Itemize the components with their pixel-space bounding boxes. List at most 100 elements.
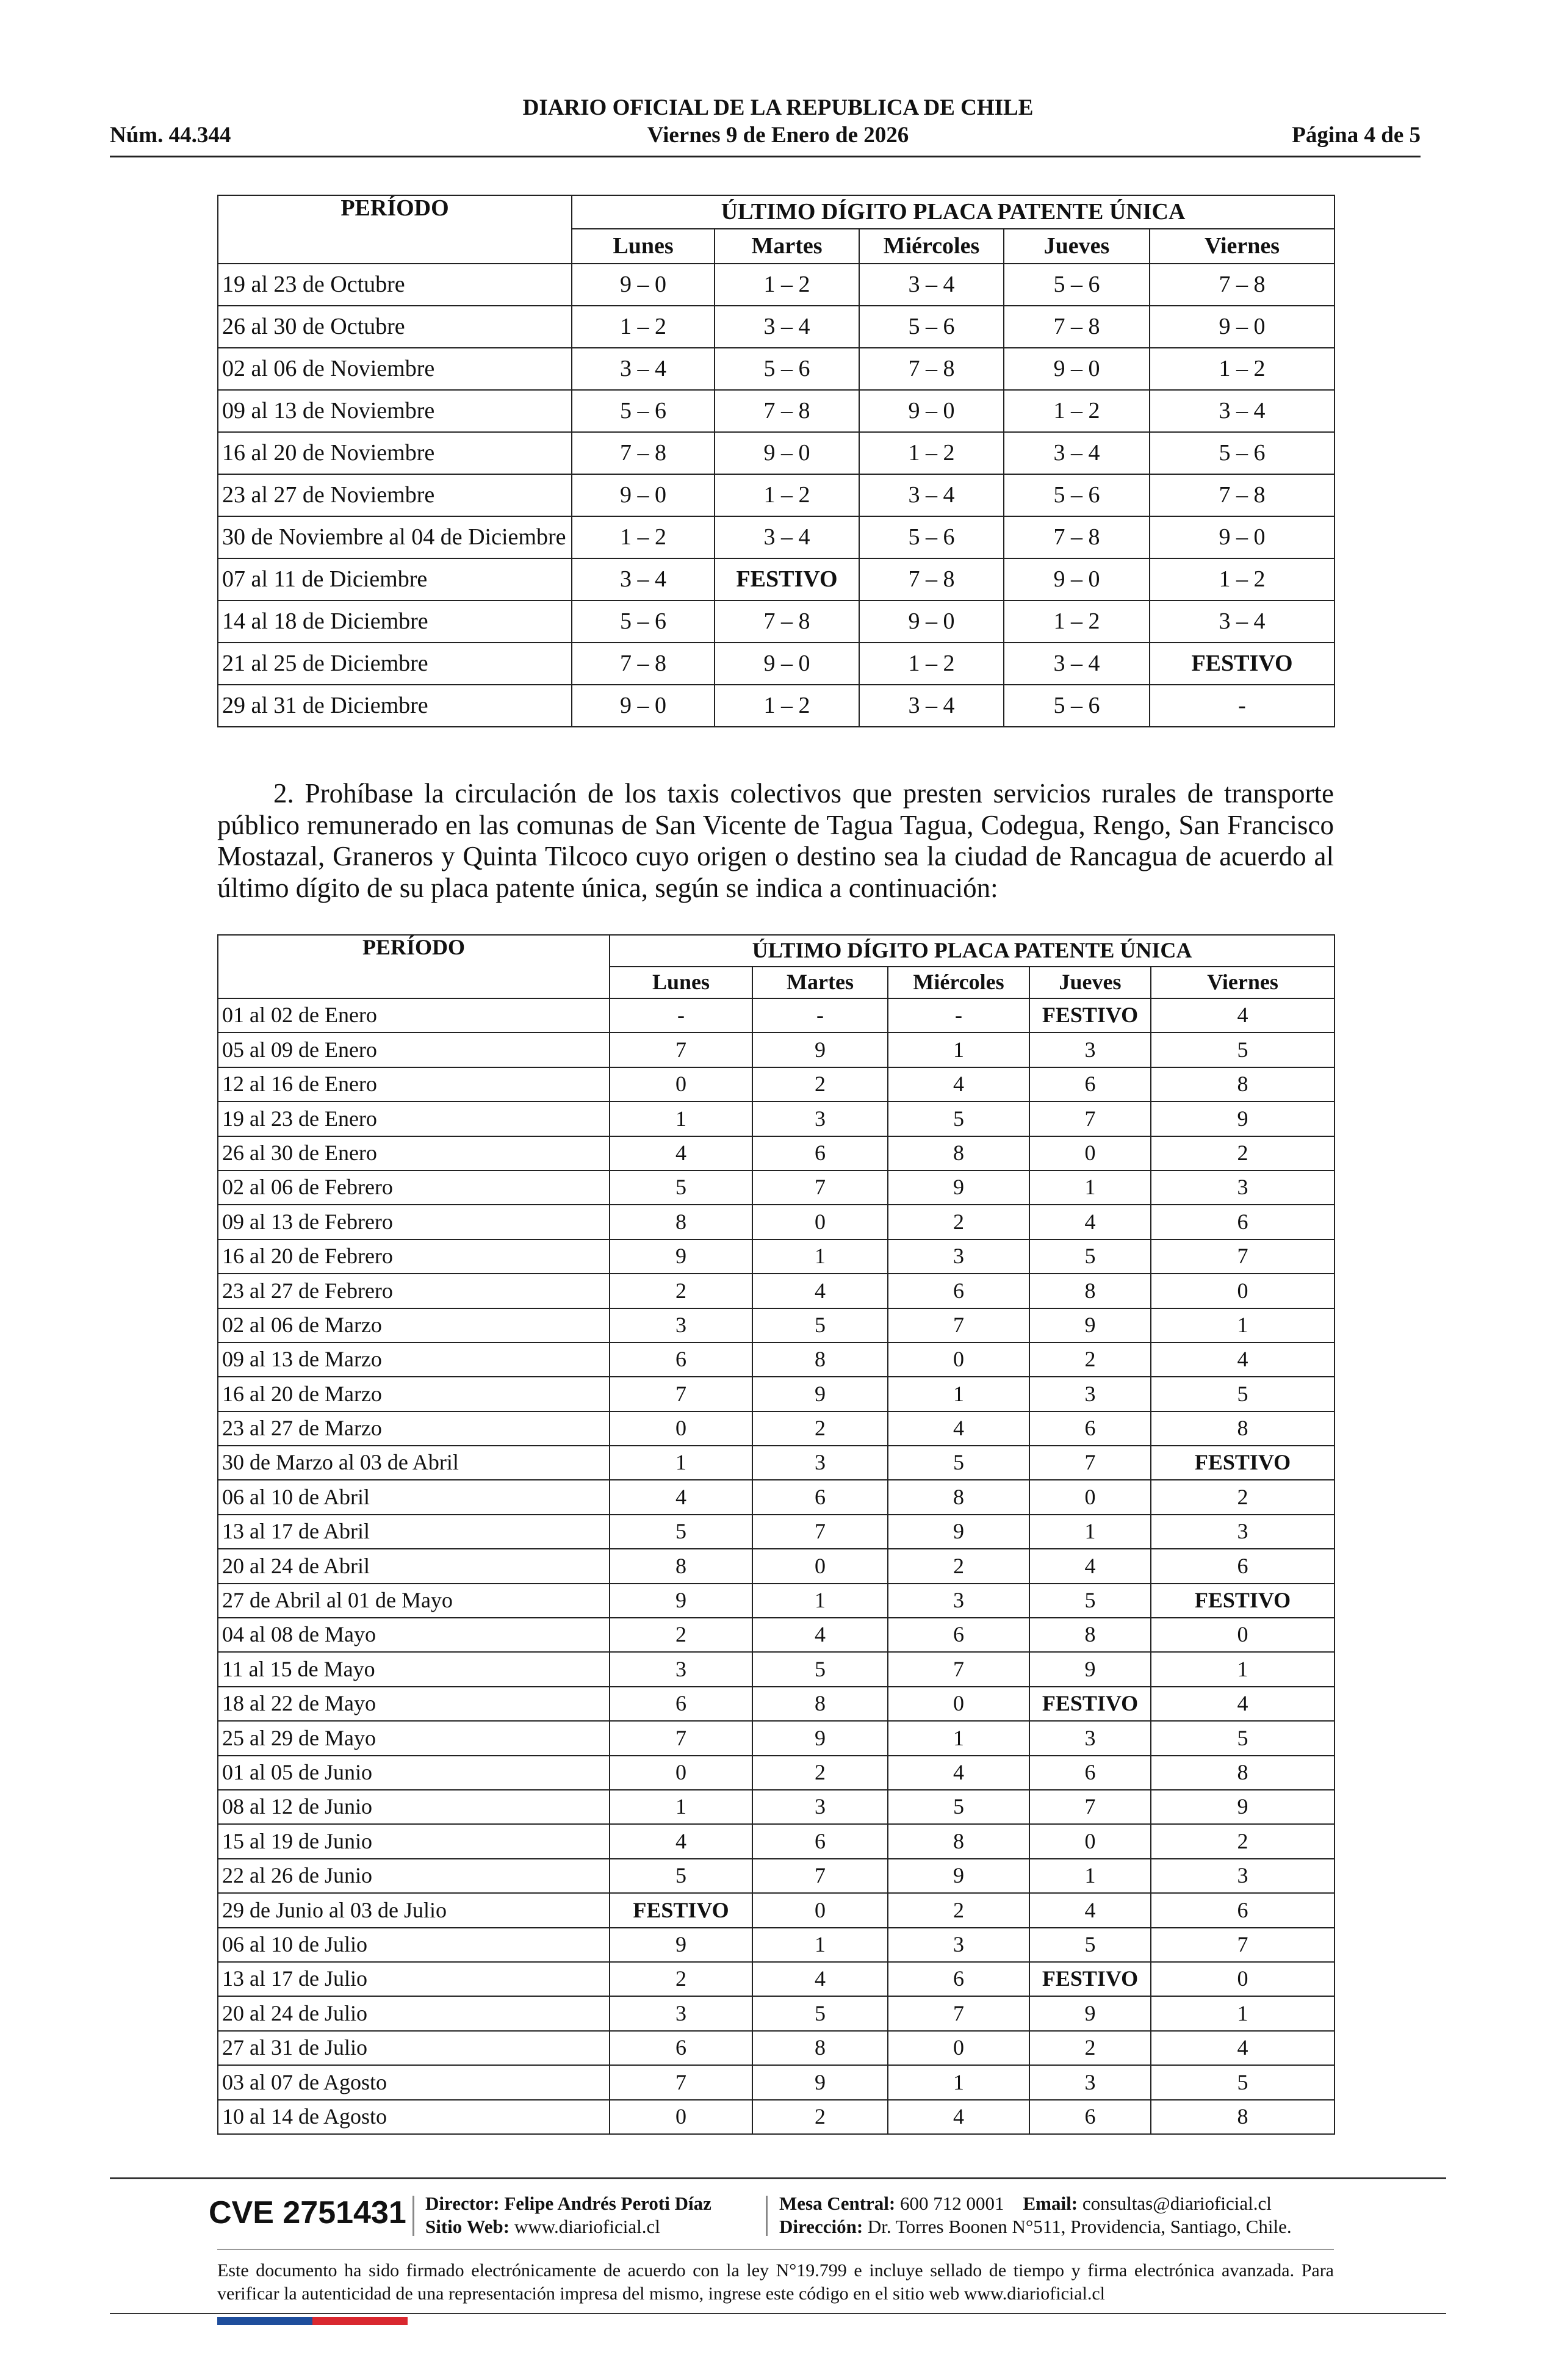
table-row: 03 al 07 de Agosto 7 9 1 3 5 <box>217 2064 1336 2101</box>
digit-cell: 8 <box>887 1135 1030 1171</box>
digit-cell: 9 – 0 <box>859 389 1004 433</box>
period-cell: 09 al 13 de Febrero <box>217 1204 610 1240</box>
digit-cell: 2 <box>609 1273 753 1309</box>
digit-cell: 1 – 2 <box>571 305 715 348</box>
digit-cell: 8 <box>752 1341 888 1378</box>
digit-cell: 6 <box>752 1479 888 1515</box>
digit-cell: 4 <box>887 1754 1030 1790</box>
digit-cell: 7 <box>1029 1101 1151 1137</box>
digit-cell: 9 <box>1150 1101 1336 1137</box>
digit-cell: 2 <box>609 1617 753 1653</box>
digit-cell: 4 <box>752 1273 888 1309</box>
period-cell: 30 de Noviembre al 04 de Diciembre <box>217 516 572 559</box>
digit-cell: 5 <box>752 1651 888 1687</box>
digit-cell: 7 – 8 <box>714 389 860 433</box>
digit-cell: 3 <box>609 1307 753 1343</box>
digit-cell: 9 <box>752 1032 888 1068</box>
digit-cell: 7 <box>1150 1238 1336 1275</box>
digit-cell: 5 <box>1150 2064 1336 2101</box>
digit-cell: 1 <box>887 1032 1030 1068</box>
digit-cell: 1 <box>1150 1651 1336 1687</box>
column-header: Miércoles <box>887 966 1030 999</box>
digit-cell: 7 <box>752 1858 888 1894</box>
digit-cell: 0 <box>1029 1479 1151 1515</box>
digit-cell: 7 <box>1029 1445 1151 1481</box>
digit-cell: 7 – 8 <box>571 642 715 685</box>
digit-cell: 9 <box>1029 1651 1151 1687</box>
digit-cell: 7 – 8 <box>859 558 1004 601</box>
digit-cell: 3 – 4 <box>714 516 860 559</box>
digit-cell: 4 <box>1150 1686 1336 1722</box>
digit-cell: 3 <box>752 1445 888 1481</box>
digit-cell: 0 <box>609 1754 753 1790</box>
digit-cell: 8 <box>1150 1754 1336 1790</box>
digit-cell: 2 <box>752 1754 888 1790</box>
digit-cell: 1 <box>609 1789 753 1825</box>
digit-cell: 0 <box>1150 1273 1336 1309</box>
digit-cell: 2 <box>887 1548 1030 1584</box>
table-row: 04 al 08 de Mayo 2 4 6 8 0 <box>217 1617 1336 1653</box>
table-row: 09 al 13 de Marzo 6 8 0 2 4 <box>217 1341 1336 1378</box>
period-cell: 01 al 05 de Junio <box>217 1754 610 1790</box>
digit-cell: 7 <box>609 2064 753 2101</box>
column-header: Jueves <box>1029 966 1151 999</box>
table-row: 16 al 20 de Febrero 9 1 3 5 7 <box>217 1238 1336 1275</box>
digit-cell: 0 <box>609 2099 753 2135</box>
digit-cell: 7 <box>887 1651 1030 1687</box>
period-cell: 01 al 02 de Enero <box>217 997 610 1034</box>
digit-cell: 3 – 4 <box>859 263 1004 306</box>
digit-cell: 0 <box>1150 1961 1336 1997</box>
column-header: Martes <box>752 966 888 999</box>
digit-cell: 5 <box>1029 1238 1151 1275</box>
digit-cell: 0 <box>887 2030 1030 2066</box>
column-header: Miércoles <box>859 228 1004 264</box>
digit-cell: 5 – 6 <box>1003 263 1150 306</box>
period-cell: 22 al 26 de Junio <box>217 1858 610 1894</box>
digit-cell: 5 – 6 <box>714 347 860 391</box>
table-row: 20 al 24 de Abril 8 0 2 4 6 <box>217 1548 1336 1584</box>
digit-cell: 2 <box>1029 1341 1151 1378</box>
website: Sitio Web: www.diarioficial.cl <box>425 2215 660 2238</box>
period-cell: 29 de Junio al 03 de Julio <box>217 1892 610 1928</box>
digit-cell: 4 <box>1150 2030 1336 2066</box>
digit-cell: 6 <box>609 1686 753 1722</box>
digit-cell: 3 – 4 <box>859 474 1004 517</box>
director: Director: Felipe Andrés Peroti Díaz <box>425 2192 711 2215</box>
digit-cell: 9 – 0 <box>571 263 715 306</box>
address: Dirección: Dr. Torres Boonen N°511, Prov… <box>779 2215 1292 2238</box>
digit-cell: 1 <box>1029 1513 1151 1550</box>
paragraph: 2. Prohíbase la circulación de los taxis… <box>217 778 1334 903</box>
digit-cell: 2 <box>752 2099 888 2135</box>
digit-cell: FESTIVO <box>1029 1686 1151 1722</box>
digit-cell: 1 – 2 <box>1148 347 1336 391</box>
cve-code: CVE 2751431 <box>209 2195 406 2230</box>
footer-divider <box>217 2249 1334 2250</box>
digit-cell: 7 – 8 <box>571 431 715 475</box>
digit-cell: 1 <box>1150 1307 1336 1343</box>
label: Mesa Central: <box>779 2193 896 2214</box>
digit-cell: 9 <box>752 1720 888 1756</box>
digit-cell: 7 – 8 <box>1148 474 1336 517</box>
period-cell: 07 al 11 de Diciembre <box>217 558 572 601</box>
digit-cell: 1 <box>752 1238 888 1275</box>
digit-cell: 0 <box>752 1548 888 1584</box>
digit-cell: 4 <box>1150 997 1336 1034</box>
digit-cell: FESTIVO <box>1029 997 1151 1034</box>
digit-cell: 3 <box>752 1789 888 1825</box>
digit-cell: 5 <box>609 1858 753 1894</box>
digit-cell: 5 – 6 <box>1003 684 1150 727</box>
period-cell: 27 de Abril al 01 de Mayo <box>217 1582 610 1619</box>
digit-cell: 6 <box>887 1961 1030 1997</box>
digit-cell: 3 <box>1029 1720 1151 1756</box>
footer-rule <box>110 2313 1446 2314</box>
digit-cell: 1 <box>887 1720 1030 1756</box>
digit-cell: 1 <box>887 2064 1030 2101</box>
digit-cell: 2 <box>1150 1823 1336 1859</box>
value: Felipe Andrés Peroti Díaz <box>504 2193 711 2214</box>
digit-cell: 8 <box>1029 1617 1151 1653</box>
digit-cell: 7 – 8 <box>1148 263 1336 306</box>
